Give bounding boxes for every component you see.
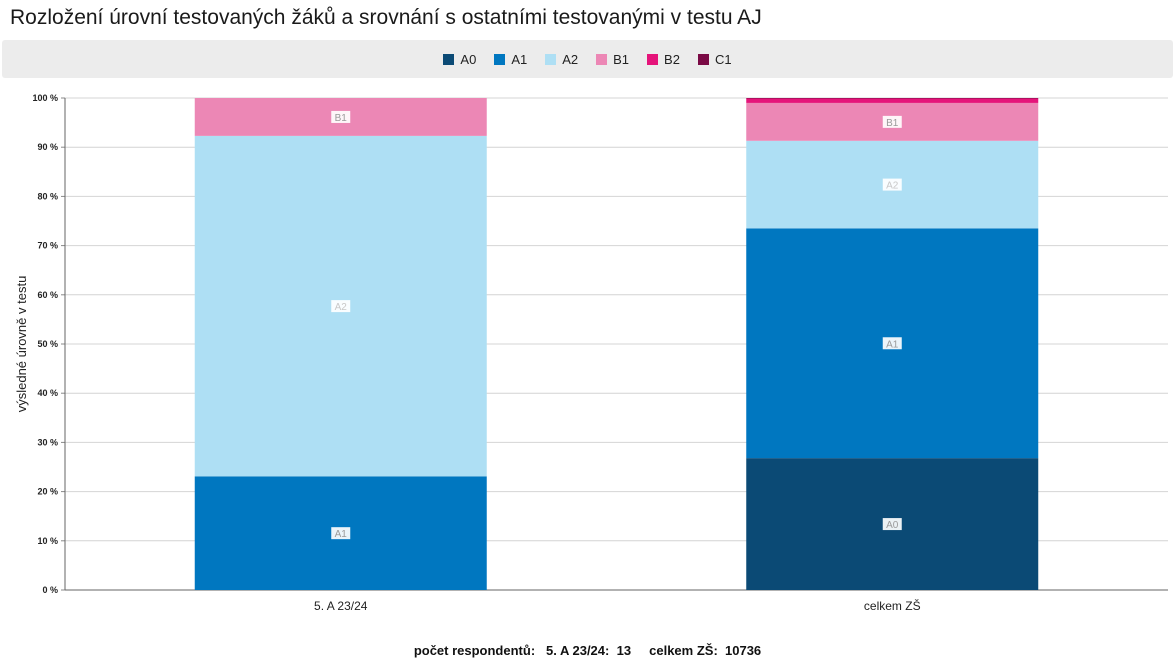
- legend-swatch: [647, 53, 659, 65]
- y-tick-label: 70 %: [37, 241, 58, 251]
- legend-swatch: [596, 53, 608, 65]
- legend-label: C1: [714, 51, 732, 67]
- legend-swatch: [697, 53, 709, 65]
- legend-bar: A0 A1 A2 B1 B2 C1: [2, 40, 1173, 78]
- legend-item-b1[interactable]: B1: [596, 52, 629, 67]
- chart-title: Rozložení úrovní testovaných žáků a srov…: [10, 6, 762, 29]
- y-tick-label: 40 %: [37, 388, 58, 398]
- data-label-a0: A0: [886, 520, 899, 531]
- legend: A0 A1 A2 B1 B2 C1: [2, 40, 1173, 78]
- data-label-bg: [331, 110, 351, 123]
- y-tick-label: 60 %: [37, 290, 58, 300]
- legend-swatch: [545, 53, 557, 65]
- legend-label: B1: [613, 51, 630, 67]
- data-label-bg: [882, 115, 902, 128]
- legend-label: B2: [664, 51, 680, 67]
- legend-label: A2: [562, 51, 579, 67]
- data-label-a2: A2: [335, 302, 348, 313]
- legend-label: A1: [511, 51, 528, 67]
- legend-item-a1[interactable]: A1: [494, 52, 527, 67]
- y-tick-label: 80 %: [37, 191, 58, 201]
- x-tick-label: celkem ZŠ: [864, 598, 921, 613]
- data-label-b1: B1: [335, 113, 348, 124]
- data-label-bg: [882, 337, 902, 350]
- data-label-a1: A1: [335, 529, 348, 540]
- respondent-count: počet respondentů: 5. A 23/24: 13 celkem…: [0, 643, 1175, 658]
- legend-swatch: [494, 53, 506, 65]
- data-label-bg: [331, 300, 351, 313]
- respondent-count-5a-name: 5. A 23/24:: [546, 643, 610, 658]
- data-label-bg: [882, 178, 902, 191]
- data-label-a2: A2: [886, 181, 899, 192]
- legend-label: A0: [460, 51, 477, 67]
- data-label-a1: A1: [886, 339, 899, 350]
- legend-item-a0[interactable]: A0: [443, 52, 476, 67]
- y-tick-label: 100 %: [32, 93, 58, 103]
- y-tick-label: 0 %: [42, 585, 58, 595]
- legend-item-a2[interactable]: A2: [545, 52, 578, 67]
- data-label-b1: B1: [886, 118, 899, 129]
- y-axis-title: výsledné úrovně v testu: [14, 276, 29, 413]
- respondent-count-5a-value: 13: [616, 643, 632, 658]
- x-tick-label: 5. A 23/24: [314, 599, 368, 613]
- respondent-count-total-value: 10736: [725, 643, 762, 658]
- stacked-bar-chart: 0 % 10 % 20 % 30 % 40 % 50 % 60 % 70 % 80 % 90 % 1…: [14, 93, 1168, 613]
- y-tick-label: 30 %: [37, 437, 58, 447]
- y-tick-label: 20 %: [37, 487, 58, 497]
- data-label-bg: [331, 527, 351, 540]
- respondent-count-total-name: celkem ZŠ:: [649, 643, 718, 658]
- y-tick-label: 10 %: [37, 536, 58, 546]
- y-tick-label: 50 %: [37, 339, 58, 349]
- bar-segment-b2: [746, 98, 1039, 103]
- respondent-count-label: počet respondentů:: [413, 643, 536, 658]
- legend-swatch: [443, 53, 455, 65]
- legend-item-c1[interactable]: C1: [697, 51, 732, 67]
- legend-item-b2[interactable]: B2: [647, 52, 680, 67]
- data-label-bg: [882, 518, 902, 531]
- y-tick-label: 90 %: [37, 142, 58, 152]
